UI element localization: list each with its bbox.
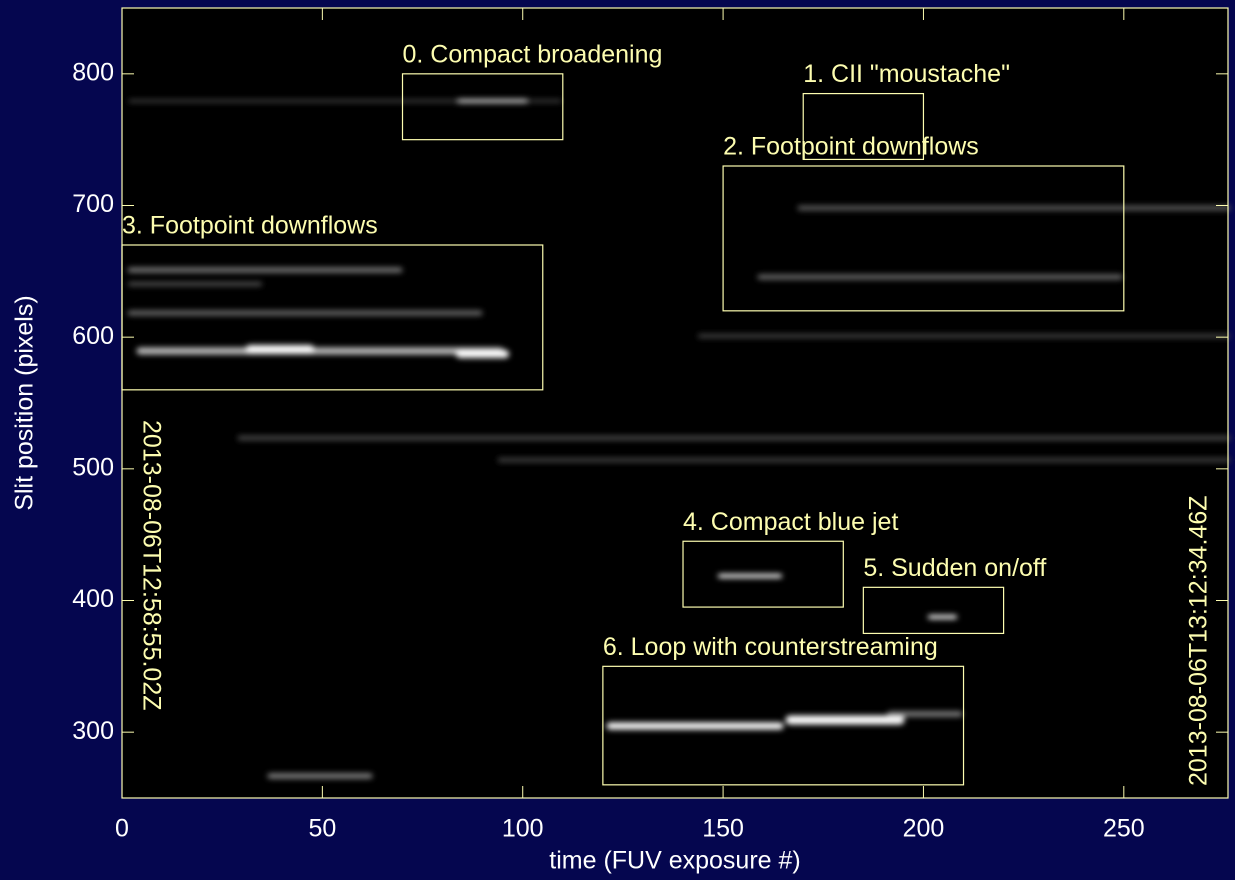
start-time-label: 2013-08-06T12:58:55.02Z <box>137 420 165 711</box>
x-tick-label: 150 <box>702 815 744 843</box>
plot-area <box>122 8 1228 798</box>
annotation-label: 4. Compact blue jet <box>683 508 898 536</box>
y-tick-label: 700 <box>72 190 114 218</box>
annotation-box <box>682 540 844 608</box>
annotation-box <box>401 73 564 141</box>
y-tick-label: 300 <box>72 717 114 745</box>
annotation-label: 2. Footpoint downflows <box>723 133 979 161</box>
annotation-box <box>802 92 925 161</box>
x-tick-label: 0 <box>115 815 129 843</box>
y-tick-label: 800 <box>72 58 114 86</box>
x-tick-label: 200 <box>903 815 945 843</box>
annotation-label: 5. Sudden on/off <box>863 554 1046 582</box>
annotation-box <box>602 665 965 786</box>
annotation-label: 6. Loop with counterstreaming <box>603 633 938 661</box>
annotation-box <box>722 165 1125 312</box>
plot-frame <box>121 7 1229 799</box>
annotation-box <box>121 244 544 391</box>
y-axis-label: Slit position (pixels) <box>11 295 39 510</box>
annotation-label: 1. CII "moustache" <box>803 60 1010 88</box>
annotation-label: 3. Footpoint downflows <box>122 212 378 240</box>
y-tick-label: 500 <box>72 453 114 481</box>
y-tick-label: 600 <box>72 322 114 350</box>
y-tick-label: 400 <box>72 585 114 613</box>
annotation-label: 0. Compact broadening <box>403 40 663 68</box>
x-axis-label: time (FUV exposure #) <box>549 847 800 875</box>
x-tick-label: 250 <box>1103 815 1145 843</box>
x-tick-label: 50 <box>308 815 336 843</box>
x-tick-label: 100 <box>502 815 544 843</box>
end-time-label: 2013-08-06T13:12:34.46Z <box>1185 496 1213 787</box>
annotation-box <box>862 586 1005 635</box>
image-texture <box>127 99 1231 779</box>
